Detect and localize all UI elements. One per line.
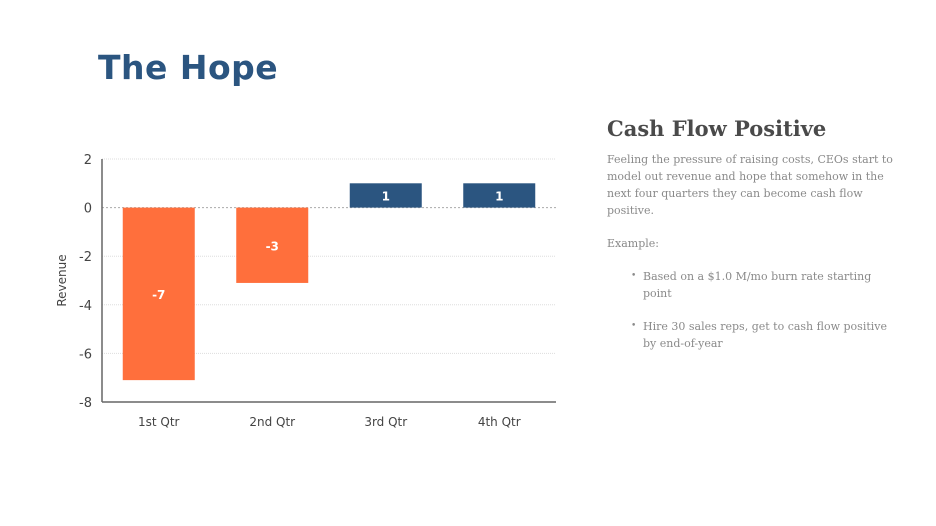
- bar: [236, 207, 309, 283]
- bar: [349, 183, 422, 208]
- bar: [463, 183, 536, 208]
- y-axis-label: Revenue: [55, 254, 69, 306]
- list-item: Based on a $1.0 M/mo burn rate starting …: [631, 268, 897, 302]
- x-tick-label: 3rd Qtr: [364, 415, 407, 429]
- data-label: -3: [266, 239, 279, 253]
- side-panel: Cash Flow Positive Feeling the pressure …: [607, 116, 897, 368]
- y-tick-label: 2: [84, 153, 92, 168]
- x-tick-label: 2nd Qtr: [249, 415, 295, 429]
- x-tick-label: 1st Qtr: [138, 415, 180, 429]
- slide-title: The Hope: [98, 48, 279, 87]
- side-paragraph: Feeling the pressure of raising costs, C…: [607, 153, 893, 217]
- y-tick-label: -8: [79, 396, 92, 411]
- y-tick-label: -4: [79, 299, 92, 314]
- list-item: Hire 30 sales reps, get to cash flow pos…: [631, 318, 897, 352]
- x-tick-label: 4th Qtr: [478, 415, 521, 429]
- side-heading: Cash Flow Positive: [607, 116, 827, 141]
- example-list: Based on a $1.0 M/mo burn rate starting …: [607, 268, 897, 352]
- data-label: 1: [495, 189, 503, 203]
- bar: [122, 207, 195, 381]
- y-tick-label: -6: [79, 347, 92, 362]
- data-label: -7: [152, 288, 165, 302]
- data-label: 1: [382, 189, 390, 203]
- y-tick-label: 0: [84, 202, 92, 217]
- y-tick-label: -2: [79, 250, 92, 265]
- example-label: Example:: [607, 237, 659, 250]
